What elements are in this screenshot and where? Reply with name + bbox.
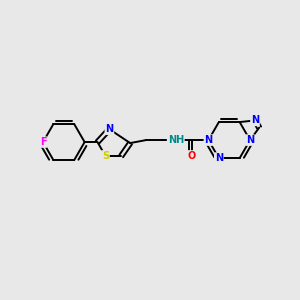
Text: NH: NH bbox=[168, 135, 184, 145]
Text: O: O bbox=[188, 151, 196, 161]
Text: F: F bbox=[40, 137, 46, 147]
Text: N: N bbox=[204, 135, 212, 145]
Text: N: N bbox=[215, 153, 223, 163]
Text: N: N bbox=[246, 135, 254, 145]
Text: S: S bbox=[102, 151, 109, 161]
Text: N: N bbox=[251, 116, 259, 125]
Text: N: N bbox=[105, 124, 113, 134]
